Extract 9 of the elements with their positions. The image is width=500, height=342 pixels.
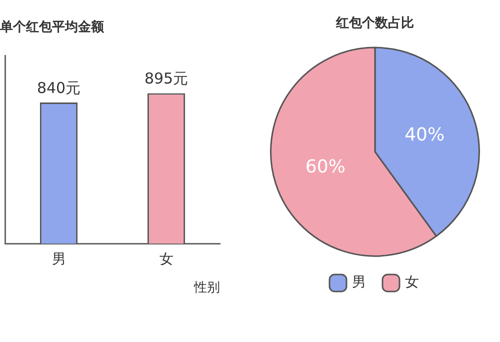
chart-title: 单个红包平均金额 — [0, 19, 105, 36]
data-label: 840元 — [36, 78, 81, 97]
x-axis-title: 性别 — [193, 280, 220, 296]
legend-label: 女 — [405, 274, 419, 291]
data-label: 895元 — [144, 70, 188, 88]
data-label: 60% — [305, 156, 346, 178]
legend-label: 男 — [352, 274, 366, 291]
data-label: 40% — [404, 124, 445, 146]
chart-title: 红包个数占比 — [335, 16, 414, 32]
